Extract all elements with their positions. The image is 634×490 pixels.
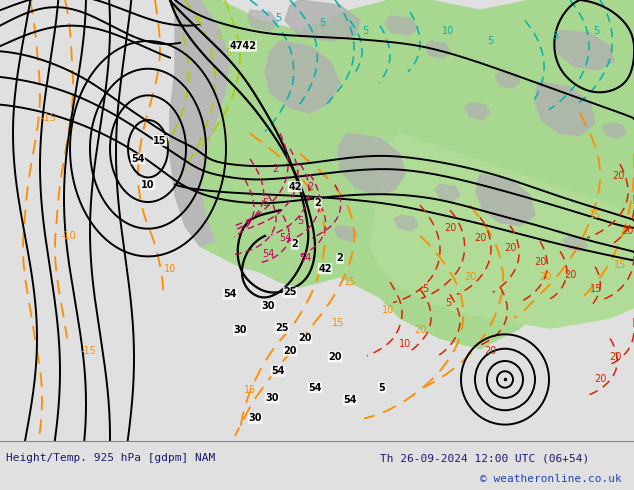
Text: 15: 15 bbox=[614, 260, 626, 270]
Text: 54: 54 bbox=[131, 154, 145, 164]
Text: 10: 10 bbox=[141, 180, 155, 190]
Text: 42: 42 bbox=[288, 182, 302, 192]
Text: -15: -15 bbox=[80, 346, 96, 356]
Polygon shape bbox=[465, 102, 490, 120]
Text: 5: 5 bbox=[593, 26, 599, 36]
Text: 15: 15 bbox=[244, 385, 256, 395]
Text: 15: 15 bbox=[153, 136, 167, 146]
Text: 30: 30 bbox=[249, 414, 262, 423]
Text: 10: 10 bbox=[382, 305, 394, 315]
Text: 20: 20 bbox=[328, 352, 342, 362]
Text: 20: 20 bbox=[534, 257, 546, 267]
Polygon shape bbox=[394, 216, 418, 231]
Text: 2: 2 bbox=[337, 253, 344, 264]
Text: 5: 5 bbox=[262, 198, 268, 208]
Polygon shape bbox=[385, 15, 418, 35]
Polygon shape bbox=[265, 41, 340, 113]
Text: 30: 30 bbox=[265, 393, 279, 403]
Text: 15: 15 bbox=[332, 318, 344, 328]
Text: 5: 5 bbox=[275, 13, 281, 24]
Text: 5: 5 bbox=[445, 297, 451, 308]
Text: 20: 20 bbox=[414, 325, 426, 335]
Text: 25: 25 bbox=[275, 323, 288, 333]
Text: 20: 20 bbox=[283, 346, 297, 356]
Polygon shape bbox=[563, 236, 587, 251]
Polygon shape bbox=[370, 133, 634, 328]
Text: 2: 2 bbox=[314, 198, 321, 208]
Text: 20: 20 bbox=[474, 233, 486, 243]
Text: -15: -15 bbox=[40, 113, 56, 123]
Text: 54: 54 bbox=[271, 366, 285, 376]
Text: 4742: 4742 bbox=[230, 41, 257, 51]
Text: 5: 5 bbox=[297, 216, 303, 225]
Polygon shape bbox=[285, 0, 360, 41]
Text: 5: 5 bbox=[225, 49, 231, 58]
Text: 2: 2 bbox=[307, 182, 313, 192]
Text: 54: 54 bbox=[223, 289, 236, 299]
Text: 20: 20 bbox=[609, 352, 621, 362]
Text: 20: 20 bbox=[621, 226, 633, 236]
Text: 2: 2 bbox=[292, 239, 299, 249]
Polygon shape bbox=[435, 185, 460, 201]
Text: 5: 5 bbox=[487, 36, 493, 46]
Polygon shape bbox=[495, 72, 520, 88]
Polygon shape bbox=[334, 225, 358, 241]
Text: 5: 5 bbox=[195, 18, 201, 27]
Text: Th 26-09-2024 12:00 UTC (06+54): Th 26-09-2024 12:00 UTC (06+54) bbox=[380, 453, 590, 463]
Text: Height/Temp. 925 hPa [gdpm] NAM: Height/Temp. 925 hPa [gdpm] NAM bbox=[6, 453, 216, 463]
Text: 54: 54 bbox=[308, 383, 321, 392]
Polygon shape bbox=[170, 0, 634, 349]
Text: 54: 54 bbox=[299, 253, 311, 264]
Text: 15: 15 bbox=[344, 277, 356, 287]
Text: 5: 5 bbox=[422, 284, 428, 294]
Text: 20: 20 bbox=[504, 243, 516, 253]
Polygon shape bbox=[248, 10, 278, 31]
Text: 10: 10 bbox=[164, 264, 176, 274]
Polygon shape bbox=[425, 41, 450, 58]
Text: 54: 54 bbox=[343, 395, 357, 405]
Text: 30: 30 bbox=[233, 325, 247, 335]
Text: 15: 15 bbox=[590, 284, 602, 294]
Text: 15: 15 bbox=[589, 210, 601, 221]
Text: 5: 5 bbox=[215, 31, 221, 41]
Polygon shape bbox=[602, 123, 626, 139]
Text: 42: 42 bbox=[318, 264, 332, 274]
Text: 20: 20 bbox=[612, 172, 624, 181]
Text: © weatheronline.co.uk: © weatheronline.co.uk bbox=[479, 474, 621, 484]
Text: 20: 20 bbox=[539, 272, 551, 282]
Text: 5: 5 bbox=[552, 31, 558, 41]
Text: 20: 20 bbox=[484, 346, 496, 356]
Text: 30: 30 bbox=[261, 301, 275, 311]
Text: 20: 20 bbox=[464, 272, 476, 282]
Text: 25: 25 bbox=[283, 287, 297, 297]
Polygon shape bbox=[476, 174, 535, 225]
Text: 54: 54 bbox=[262, 249, 274, 259]
Text: -10: -10 bbox=[60, 231, 76, 241]
Text: 10: 10 bbox=[399, 339, 411, 348]
Polygon shape bbox=[170, 0, 230, 246]
Polygon shape bbox=[338, 133, 405, 195]
Text: 2: 2 bbox=[272, 164, 278, 174]
Text: 5: 5 bbox=[319, 18, 325, 27]
Text: 10: 10 bbox=[442, 26, 454, 36]
Polygon shape bbox=[535, 82, 595, 135]
Text: 20: 20 bbox=[298, 333, 312, 343]
Text: 20: 20 bbox=[444, 222, 456, 233]
Text: 5: 5 bbox=[378, 383, 385, 392]
Text: 54: 54 bbox=[279, 233, 291, 243]
Text: 20: 20 bbox=[564, 270, 576, 280]
Text: 5: 5 bbox=[362, 26, 368, 36]
Polygon shape bbox=[555, 31, 614, 70]
Text: 20: 20 bbox=[594, 374, 606, 385]
